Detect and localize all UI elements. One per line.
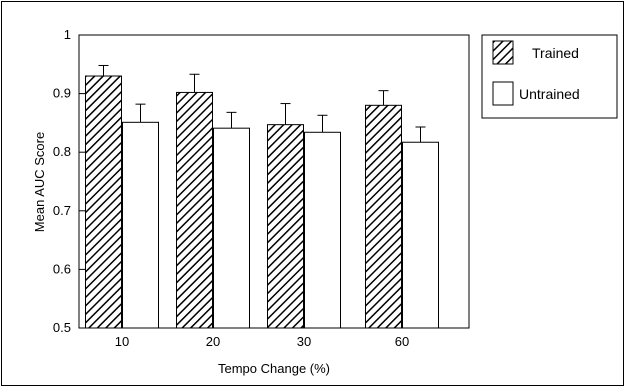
- bar-untrained-20: [213, 127, 250, 329]
- x-axis-title: Tempo Change (%): [218, 361, 330, 376]
- legend-swatch-untrained: [492, 81, 514, 106]
- y-axis-title: Mean AUC Score: [32, 132, 47, 232]
- bar-untrained-30: [304, 131, 341, 329]
- chart-marks: [85, 64, 439, 329]
- legend: Trained Untrained: [481, 34, 618, 119]
- x-tick-label: 30: [297, 334, 311, 349]
- legend-swatch-trained: [492, 40, 514, 65]
- legend-label-trained: Trained: [532, 45, 579, 61]
- x-tick-label: 10: [115, 334, 129, 349]
- bar-trained-60: [365, 104, 402, 329]
- bar-untrained-60: [402, 141, 439, 329]
- bar-trained-20: [176, 91, 213, 329]
- y-tick-label: 0.8: [53, 144, 71, 159]
- legend-label-untrained: Untrained: [519, 86, 580, 102]
- y-tick-label: 0.9: [53, 86, 71, 101]
- bar-trained-30: [267, 124, 304, 329]
- bar-untrained-10: [122, 121, 159, 329]
- x-tick-label: 20: [206, 334, 220, 349]
- bar-trained-10: [85, 75, 122, 329]
- y-tick-label: 0.7: [53, 203, 71, 218]
- x-tick-label: 60: [395, 334, 409, 349]
- y-tick-label: 0.5: [53, 320, 71, 335]
- y-tick-label: 1: [64, 27, 71, 42]
- y-axis-ticks: 0.5 0.6 0.7 0.8 0.9 1: [53, 27, 85, 335]
- x-axis-ticks: 10 20 30 60: [115, 322, 409, 349]
- y-tick-label: 0.6: [53, 261, 71, 276]
